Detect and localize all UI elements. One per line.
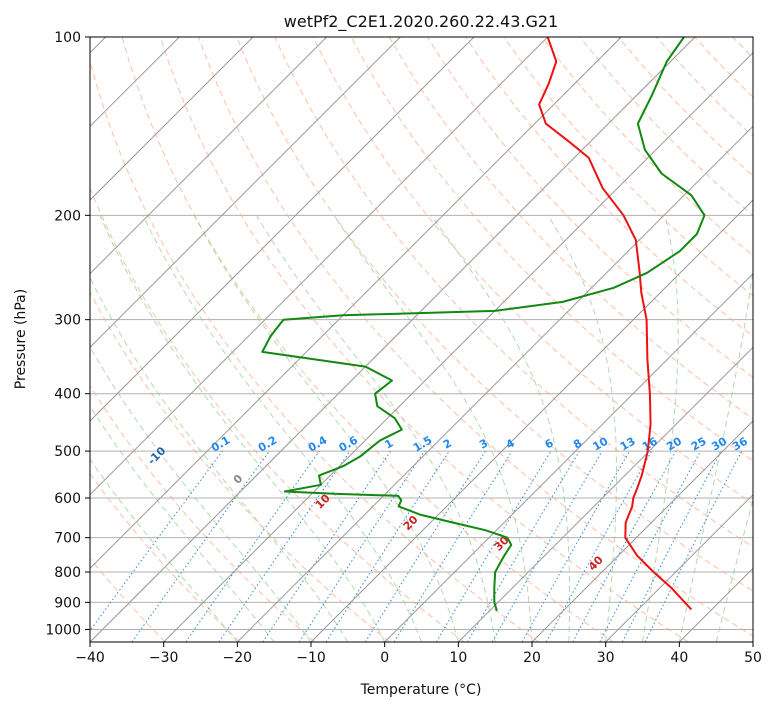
y-tick-label: 100 [54,30,81,46]
x-tick-label: −10 [296,650,326,666]
chart-title: wetPf2_C2E1.2020.260.22.43.G21 [284,12,558,32]
y-tick-label: 800 [54,565,81,581]
x-tick-label: −30 [149,650,179,666]
x-axis-label: Temperature (°C) [360,682,482,698]
x-tick-label: 10 [449,650,467,666]
x-tick-label: 20 [523,650,541,666]
y-tick-label: 1000 [45,622,81,638]
y-tick-label: 600 [54,491,81,507]
y-axis-label: Pressure (hPa) [13,289,29,389]
y-tick-label: 200 [54,208,81,224]
y-tick-label: 300 [54,313,81,329]
y-tick-label: 700 [54,531,81,547]
x-tick-label: 50 [744,650,762,666]
y-tick-label: 400 [54,387,81,403]
x-tick-label: −40 [75,650,105,666]
x-tick-label: 0 [380,650,389,666]
x-tick-label: 30 [597,650,615,666]
x-tick-label: 40 [670,650,688,666]
y-tick-label: 900 [54,595,81,611]
x-tick-label: −20 [223,650,253,666]
y-tick-label: 500 [54,444,81,460]
